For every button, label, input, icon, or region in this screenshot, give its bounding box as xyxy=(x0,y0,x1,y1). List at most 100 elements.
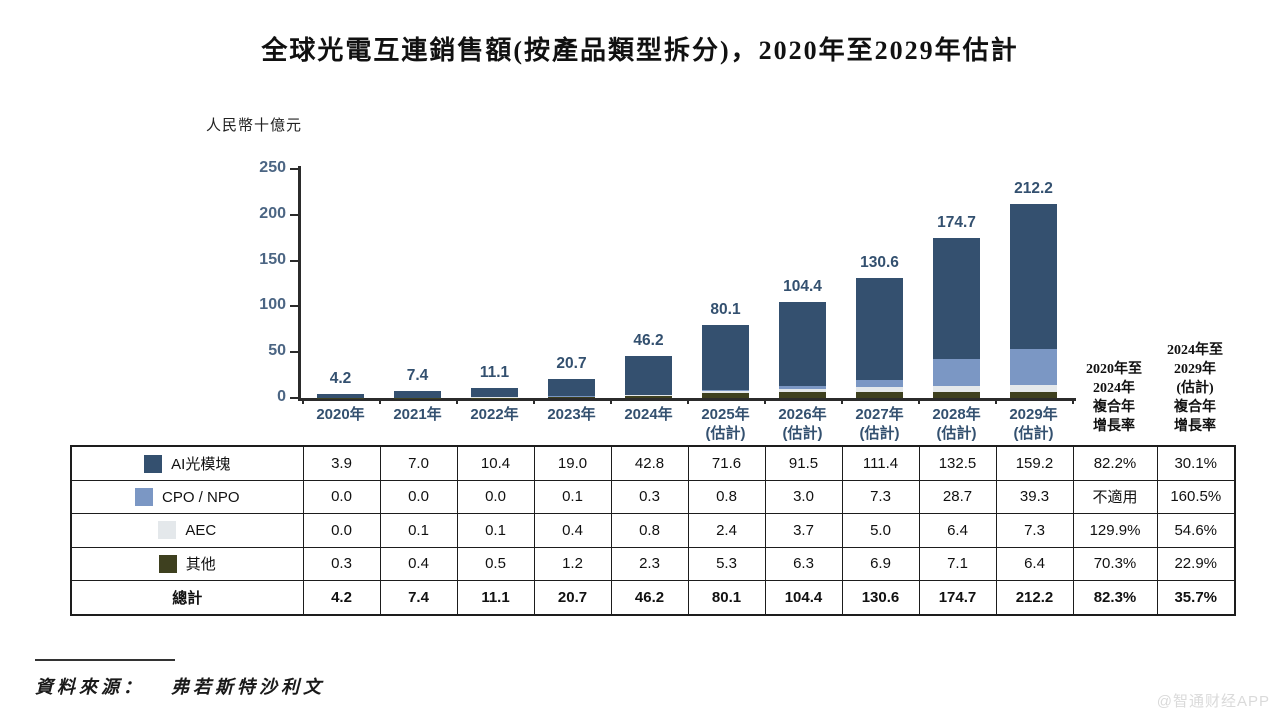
bar-segment xyxy=(471,387,518,398)
table-value-cell: 6.4 xyxy=(995,546,1074,581)
table-value-cell: 159.2 xyxy=(995,445,1074,481)
table-value-cell: 0.1 xyxy=(533,479,612,514)
x-axis-label: 2028年 (估計) xyxy=(932,406,981,442)
x-axis-label: 2029年 (估計) xyxy=(1009,406,1058,442)
x-axis-boundary-tick xyxy=(918,400,920,404)
table-row: 其他 0.3 0.4 0.5 1.2 2.3 5.3 6.3 6.9 7.1 6.4 70.3% 22.… xyxy=(70,546,1236,581)
bar-segment xyxy=(625,355,672,395)
table-value-cell: 71.6 xyxy=(687,445,766,481)
bar-segment xyxy=(779,302,826,387)
x-axis-boundary-tick xyxy=(610,400,612,404)
bar-segment xyxy=(394,391,441,398)
table-value-cell: 7.3 xyxy=(995,513,1074,548)
bar-segment xyxy=(933,359,980,386)
table-value-cell: 0.3 xyxy=(302,546,381,581)
table-total-cell: 212.2 xyxy=(995,580,1074,615)
x-axis-boundary-tick xyxy=(841,400,843,404)
bar-column xyxy=(702,324,749,398)
x-axis-boundary-tick xyxy=(533,400,535,404)
total-label: 總計 xyxy=(70,580,304,615)
bar-segment xyxy=(856,380,903,388)
x-axis-boundary-tick xyxy=(302,400,304,404)
bar-segment xyxy=(856,391,903,398)
bar-column xyxy=(548,379,595,398)
table-value-cell: 7.3 xyxy=(841,479,920,514)
bar-segment xyxy=(779,392,826,398)
table-total-cagr-cell: 35.7% xyxy=(1156,580,1236,615)
table-value-cell: 5.0 xyxy=(841,513,920,548)
bar-segment xyxy=(933,391,980,398)
table-value-cell: 111.4 xyxy=(841,445,920,481)
source-divider xyxy=(35,659,175,661)
table-total-cell: 4.2 xyxy=(302,580,381,615)
y-axis-tick xyxy=(290,305,298,308)
source-label: 資料來源： xyxy=(35,677,145,697)
bar-value-label: 46.2 xyxy=(633,331,664,349)
y-axis-tick-label: 100 xyxy=(259,296,286,314)
table-total-row: 總計 4.2 7.4 11.1 20.7 46.2 80.1 104.4 130.6 174.7 2… xyxy=(70,580,1236,615)
table-value-cell: 91.5 xyxy=(764,445,843,481)
table-value-cell: 19.0 xyxy=(533,445,612,481)
legend-swatch xyxy=(134,487,153,506)
legend-label: 其他 xyxy=(185,556,216,574)
x-axis-label: 2027年 (估計) xyxy=(855,406,904,442)
bar-column xyxy=(779,302,826,398)
table-total-cell: 46.2 xyxy=(610,580,689,615)
bar-segment xyxy=(625,395,672,398)
x-axis-estimate-note: (估計) xyxy=(859,425,900,442)
bar-column xyxy=(933,238,980,398)
table-value-cell: 42.8 xyxy=(610,445,689,481)
data-table: AI光模塊 3.9 7.0 10.4 19.0 42.8 71.6 91.5 111.4 132.… xyxy=(70,445,1236,616)
bar-value-label: 104.4 xyxy=(783,278,822,296)
bar-segment xyxy=(1010,392,1057,398)
legend-cell: AEC xyxy=(70,513,304,548)
table-value-cell: 5.3 xyxy=(687,546,766,581)
table-total-cell: 174.7 xyxy=(918,580,997,615)
y-axis-tick-label: 0 xyxy=(277,388,286,405)
x-axis-label: 2022年 xyxy=(470,406,519,423)
bar-segment xyxy=(548,379,595,397)
table-value-cell: 132.5 xyxy=(918,445,997,481)
x-axis-label: 2020年 xyxy=(316,406,365,423)
legend-cell: 其他 xyxy=(70,546,304,581)
x-axis-estimate-note: (估計) xyxy=(705,425,746,442)
table-value-cell: 6.4 xyxy=(918,513,997,548)
y-axis-tick xyxy=(290,259,298,262)
x-axis-estimate-note: (估計) xyxy=(782,425,823,442)
bar-value-label: 80.1 xyxy=(710,300,741,318)
bar-segment xyxy=(548,396,595,398)
legend-swatch xyxy=(158,555,177,574)
cagr-header: 2020年至 2024年 複合年 增長率 xyxy=(1086,362,1142,434)
bar-value-label: 130.6 xyxy=(860,254,899,272)
x-axis-boundary-tick xyxy=(995,400,997,404)
table-value-cell: 39.3 xyxy=(995,479,1074,514)
table-cagr-cell: 70.3% xyxy=(1072,546,1158,581)
legend-cell: AI光模塊 xyxy=(70,445,304,481)
y-axis-tick-label: 50 xyxy=(268,342,286,360)
bar-segment xyxy=(702,390,749,391)
table-value-cell: 3.9 xyxy=(302,445,381,481)
bar-value-label: 212.2 xyxy=(1014,179,1053,197)
x-axis-estimate-note: (估計) xyxy=(936,425,977,442)
bar-segment xyxy=(702,324,749,391)
x-axis-label: 2023年 xyxy=(547,406,596,423)
legend-cell: CPO / NPO xyxy=(70,479,304,514)
table-cagr-cell: 22.9% xyxy=(1156,546,1236,581)
table-value-cell: 0.0 xyxy=(379,479,458,514)
table-value-cell: 3.0 xyxy=(764,479,843,514)
bar-column xyxy=(625,355,672,398)
x-axis-boundary-tick xyxy=(687,400,689,404)
table-total-cell: 20.7 xyxy=(533,580,612,615)
y-axis-tick xyxy=(290,168,298,170)
bar-segment xyxy=(779,386,826,389)
y-axis-tick-label: 150 xyxy=(259,250,286,268)
table-total-cell: 104.4 xyxy=(764,580,843,615)
bar-value-label: 20.7 xyxy=(556,355,587,373)
table-value-cell: 2.3 xyxy=(610,546,689,581)
bar-column xyxy=(856,278,903,398)
bar-column xyxy=(394,391,441,398)
y-axis-line xyxy=(298,166,301,401)
table-value-cell: 0.4 xyxy=(533,513,612,548)
x-axis-boundary-tick xyxy=(456,400,458,404)
